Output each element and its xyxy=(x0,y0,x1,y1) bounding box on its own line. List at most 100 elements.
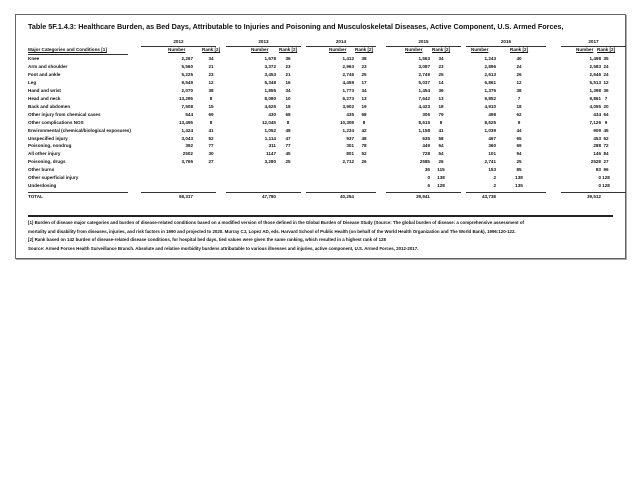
number-cell: 153 xyxy=(488,167,496,173)
number-header: Number xyxy=(251,47,269,52)
rank-cell: 79 xyxy=(438,111,444,117)
rank-cell: 48 xyxy=(361,135,367,141)
row-label: Leg xyxy=(28,79,37,85)
number-cell: 4,459 xyxy=(342,79,355,85)
number-cell: 47,780 xyxy=(261,194,276,200)
year-header: 2017 xyxy=(561,39,626,47)
number-cell: 1,052 xyxy=(264,127,277,133)
rank-cell: 17 xyxy=(361,79,367,85)
rank-cell: 18 xyxy=(285,103,291,109)
row-label: Other burns xyxy=(28,167,55,173)
rank-cell: 24 xyxy=(603,63,609,69)
rank-cell: 24 xyxy=(516,63,522,69)
number-cell: 288 xyxy=(593,143,601,149)
rank-cell: 9 xyxy=(604,119,608,125)
rank-cell: 34 xyxy=(361,87,367,93)
table-row: Poisoning, nondrug 392 77 311 77 301 78 449 64 36… xyxy=(16,143,625,151)
rank-cell: 128 xyxy=(602,183,610,189)
rank-cell: 138 xyxy=(437,175,445,181)
rank-cell: 16 xyxy=(285,79,291,85)
row-label: Poisoning, nondrug xyxy=(28,143,72,149)
number-cell: 3,280 xyxy=(264,159,277,165)
table-title: Table 5F.1.4.3: Healthcare Burden, as Be… xyxy=(28,22,564,31)
rank-cell: 42 xyxy=(361,127,367,133)
rank-cell: 24 xyxy=(603,71,609,77)
number-cell: 3,902 xyxy=(342,103,355,109)
table-row: Poisoning, drugs 3,765 27 3,280 25 2,712 26 258… xyxy=(16,159,625,167)
rank-cell: 35 xyxy=(603,56,609,61)
number-cell: 435 xyxy=(346,111,354,117)
footnote: [2] Rank based on 142 burden of disease-… xyxy=(28,237,386,243)
number-cell: 7,508 xyxy=(181,103,194,109)
rank-cell: 26 xyxy=(438,159,444,165)
row-label: Head and neck xyxy=(28,95,61,101)
number-cell: 39,512 xyxy=(586,194,601,200)
number-cell: 2,741 xyxy=(484,159,497,165)
number-cell: 1,039 xyxy=(484,127,497,133)
table-row: Knee 2,267 34 1,678 36 1,412 38 1,563 34 1,243 40 1… xyxy=(16,56,625,64)
rank-cell: 135 xyxy=(515,183,523,189)
total-rule xyxy=(306,192,376,194)
row-label: Environmental (chemical/biological expos… xyxy=(28,127,131,133)
year-header: 2014 xyxy=(306,39,376,47)
number-cell: 5,225 xyxy=(181,71,194,77)
number-cell: 453 xyxy=(593,135,601,141)
table-row: All other injury 2502 30 1147 45 801 52 728 54 10… xyxy=(16,151,625,159)
rank-cell: 94 xyxy=(516,151,522,157)
row-label: Arm and shoulder xyxy=(28,63,68,69)
rank-header: Rank [2] xyxy=(355,47,374,52)
rank-cell: 27 xyxy=(603,159,609,165)
number-cell: 2585 xyxy=(419,159,430,165)
number-header: Number xyxy=(329,47,347,52)
rank-cell: 26 xyxy=(361,159,367,165)
footnotes: [1] Burden of disease major categories a… xyxy=(28,215,613,253)
number-cell: 2528 xyxy=(590,159,601,165)
rank-cell: 44 xyxy=(516,127,522,133)
number-cell: 1,773 xyxy=(342,87,355,93)
rank-cell: 52 xyxy=(361,151,367,157)
rank-cell: 36 xyxy=(603,87,609,93)
total-rule xyxy=(466,192,546,194)
number-cell: 544 xyxy=(185,111,193,117)
number-cell: 4,423 xyxy=(418,103,431,109)
number-cell: 2,267 xyxy=(181,56,194,61)
rank-cell: 45 xyxy=(603,127,609,133)
rank-cell: 13 xyxy=(438,95,444,101)
number-cell: 728 xyxy=(422,151,430,157)
table-row: Arm and shoulder 5,560 21 3,372 23 2,963 23 3,0… xyxy=(16,64,625,72)
row-label: Other injury from chemical cases xyxy=(28,111,101,117)
source-note: Source: Armed Forces Health Surveillance… xyxy=(28,245,419,251)
rank-cell: 36 xyxy=(285,56,291,61)
number-cell: 8,625 xyxy=(484,119,497,125)
number-cell: 7,642 xyxy=(418,95,431,101)
number-cell: 392 xyxy=(185,143,193,149)
total-row: TOTAL 68,317 47,780 40,254 39,941 43,738 39,51… xyxy=(16,194,625,202)
number-cell: 10,308 xyxy=(339,119,354,125)
number-cell: 83 xyxy=(595,167,601,173)
rank-cell: 26 xyxy=(516,71,522,77)
number-cell: 68,317 xyxy=(178,194,193,200)
number-cell: 2,749 xyxy=(418,71,431,77)
rank-cell: 128 xyxy=(437,183,445,189)
year-header: 2016 xyxy=(466,39,546,47)
table-row: Head and neck 13,295 8 8,080 10 6,273 13 7,642 1… xyxy=(16,96,625,104)
number-cell: 1,412 xyxy=(342,56,355,61)
number-cell: 301 xyxy=(346,143,354,149)
rank-cell: 77 xyxy=(285,143,291,149)
number-cell: 2502 xyxy=(182,151,193,157)
number-cell: 5,037 xyxy=(418,79,431,85)
number-cell: 6,273 xyxy=(342,95,355,101)
table-container: Table 5F.1.4.3: Healthcare Burden, as Be… xyxy=(15,14,626,259)
rank-cell: 25 xyxy=(285,159,291,165)
rank-cell: 8 xyxy=(286,119,290,125)
number-cell: 13,495 xyxy=(178,119,193,125)
number-cell: 311 xyxy=(268,143,276,149)
rank-cell: 47 xyxy=(285,135,291,141)
row-label: Hand and wrist xyxy=(28,87,61,93)
rank-cell: 72 xyxy=(603,143,609,149)
rank-cell: 78 xyxy=(361,143,367,149)
rank-cell: 30 xyxy=(208,151,214,157)
footnote: [1] Burden of disease major categories a… xyxy=(28,220,525,225)
category-header: Major Categories and Conditions [1] xyxy=(28,47,107,52)
total-rule xyxy=(28,192,128,194)
